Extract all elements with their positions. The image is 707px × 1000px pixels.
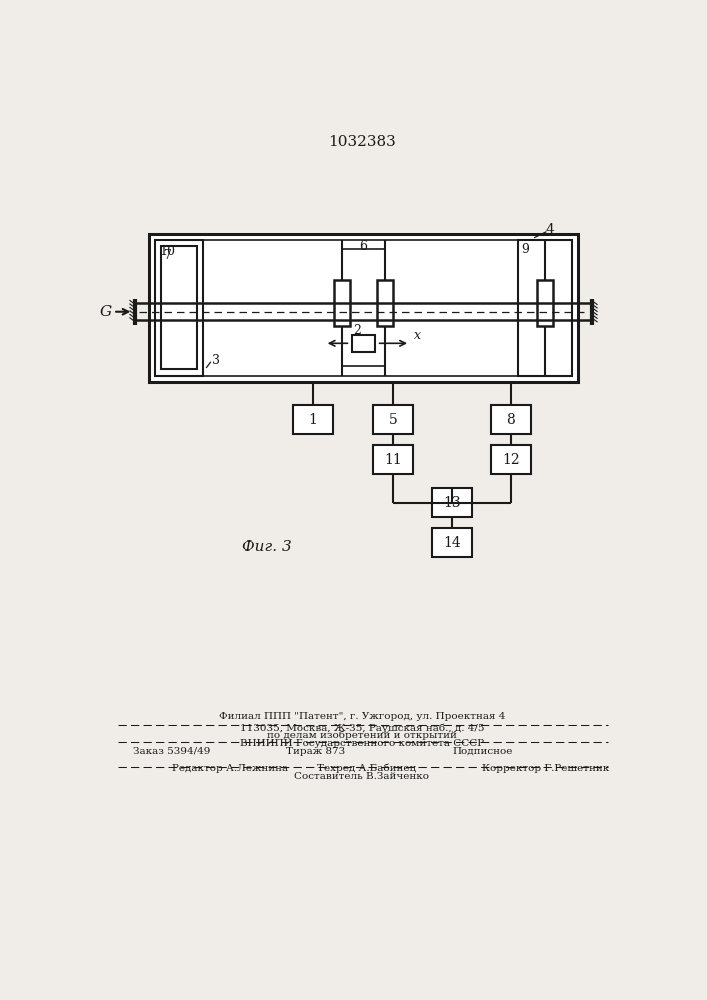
Text: 11: 11 bbox=[384, 453, 402, 467]
Bar bbox=[491, 445, 531, 474]
Bar bbox=[352, 335, 375, 352]
Text: G: G bbox=[100, 305, 112, 319]
Text: по делам изобретений и открытий: по делам изобретений и открытий bbox=[267, 730, 457, 740]
Bar bbox=[334, 280, 349, 326]
Text: Составитель В.Зайченко: Составитель В.Зайченко bbox=[294, 772, 429, 781]
Bar bbox=[518, 240, 572, 376]
Bar bbox=[537, 280, 553, 326]
Bar bbox=[373, 405, 413, 434]
Text: Филиал ППП "Патент", г. Ужгород, ул. Проектная 4: Филиал ППП "Патент", г. Ужгород, ул. Про… bbox=[218, 712, 505, 721]
Text: 9: 9 bbox=[521, 243, 529, 256]
Text: 113035, Москва, Ж-35, Раушская наб., д. 4/5: 113035, Москва, Ж-35, Раушская наб., д. … bbox=[240, 724, 484, 733]
Bar bbox=[373, 445, 413, 474]
Text: Тираж 873: Тираж 873 bbox=[286, 747, 345, 756]
Text: 5: 5 bbox=[389, 413, 397, 427]
Text: 10: 10 bbox=[160, 245, 175, 258]
Text: Техред А.Бабинец: Техред А.Бабинец bbox=[317, 764, 416, 773]
Text: 1032383: 1032383 bbox=[328, 135, 396, 149]
Bar bbox=[149, 234, 578, 382]
Text: 7: 7 bbox=[164, 249, 173, 262]
Text: Фиг. 3: Фиг. 3 bbox=[242, 540, 291, 554]
Text: x: x bbox=[414, 329, 421, 342]
Text: 2: 2 bbox=[354, 324, 361, 337]
Bar bbox=[378, 280, 393, 326]
Bar bbox=[161, 246, 197, 369]
Bar bbox=[491, 405, 531, 434]
Bar bbox=[155, 240, 203, 376]
Text: 1: 1 bbox=[309, 413, 317, 427]
Bar bbox=[432, 528, 472, 557]
Text: 12: 12 bbox=[502, 453, 520, 467]
Text: Редактор А.Лежнина: Редактор А.Лежнина bbox=[172, 764, 288, 773]
Text: 3: 3 bbox=[212, 354, 221, 367]
Text: Заказ 5394/49: Заказ 5394/49 bbox=[134, 747, 211, 756]
Text: Корректор Г.Решетник: Корректор Г.Решетник bbox=[482, 764, 609, 773]
Bar bbox=[432, 488, 472, 517]
Text: 4: 4 bbox=[546, 223, 555, 237]
Text: 13: 13 bbox=[443, 496, 461, 510]
Bar bbox=[293, 405, 333, 434]
Text: 14: 14 bbox=[443, 536, 461, 550]
Text: ВНИИПИ Государственного комитета СССР: ВНИИПИ Государственного комитета СССР bbox=[240, 739, 484, 748]
Bar bbox=[155, 240, 572, 376]
Text: Подписное: Подписное bbox=[452, 747, 513, 756]
Text: 8: 8 bbox=[506, 413, 515, 427]
Text: 6: 6 bbox=[359, 240, 368, 253]
